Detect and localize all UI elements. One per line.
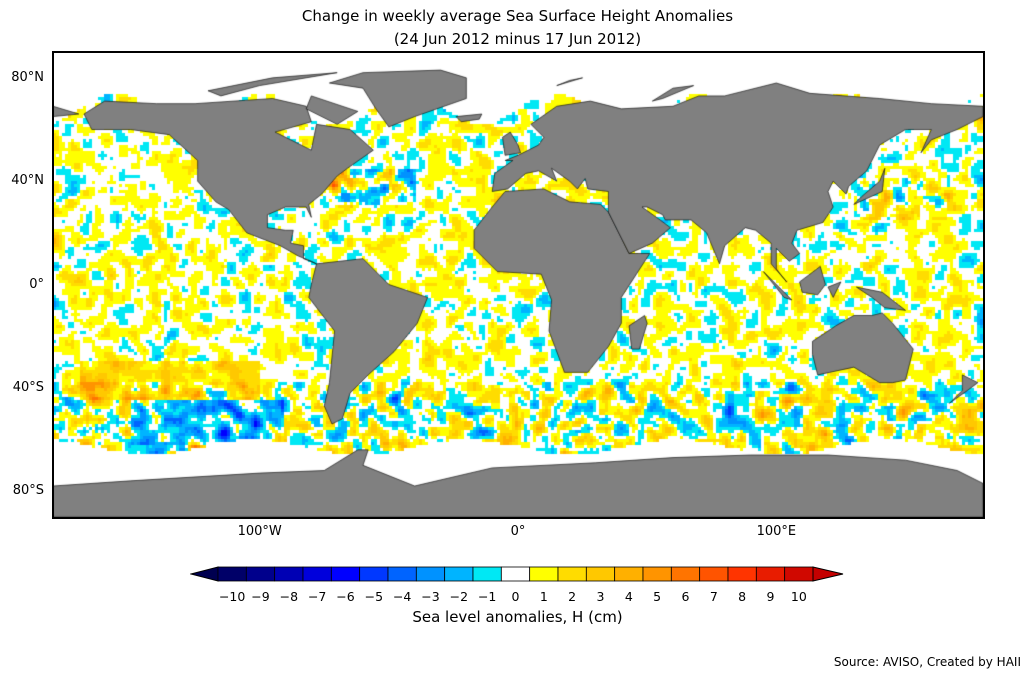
colorbar-over-arrow bbox=[812, 566, 844, 582]
colorbar-bin bbox=[359, 566, 389, 582]
chart-subtitle: (24 Jun 2012 minus 17 Jun 2012) bbox=[393, 30, 642, 48]
lat-tick-label: 0° bbox=[29, 276, 44, 292]
colorbar-tick-label: −2 bbox=[449, 589, 469, 604]
colorbar-tick-label: 7 bbox=[709, 589, 718, 604]
lon-tick-label: 100°E bbox=[756, 524, 797, 539]
lon-tick-label: 100°W bbox=[237, 524, 282, 539]
source-credit: Source: AVISO, Created by HAII bbox=[833, 655, 1021, 669]
lon-tick-label: 0° bbox=[510, 524, 526, 539]
colorbar-bin bbox=[387, 566, 417, 582]
colorbar-under-arrow bbox=[190, 566, 219, 582]
colorbar-bin bbox=[330, 566, 361, 582]
colorbar bbox=[190, 566, 844, 582]
colorbar-tick-label: −3 bbox=[421, 589, 440, 604]
colorbar-bin bbox=[755, 566, 786, 582]
chart-title: Change in weekly average Sea Surface Hei… bbox=[301, 7, 734, 25]
colorbar-tick-label: −7 bbox=[307, 589, 327, 604]
colorbar-bin bbox=[245, 566, 276, 582]
lat-tick-label: 80°S bbox=[12, 483, 44, 499]
colorbar-bin bbox=[444, 566, 474, 582]
colorbar-tick-label: −5 bbox=[364, 589, 384, 604]
colorbar-tick-label: −4 bbox=[392, 589, 412, 604]
colorbar-bin bbox=[614, 566, 644, 582]
colorbar-bin bbox=[500, 566, 531, 582]
colorbar-tick-label: 5 bbox=[653, 589, 662, 604]
colorbar-bin bbox=[274, 566, 304, 582]
colorbar-bin bbox=[642, 566, 672, 582]
colorbar-bin bbox=[784, 566, 814, 582]
colorbar-bin bbox=[727, 566, 757, 582]
lat-tick-label: 40°S bbox=[12, 379, 44, 395]
colorbar-tick-label: 8 bbox=[738, 589, 747, 604]
colorbar-bin bbox=[585, 566, 616, 582]
colorbar-tick-label: 2 bbox=[568, 589, 577, 604]
colorbar-label: Sea level anomalies, H (cm) bbox=[412, 608, 623, 626]
colorbar-tick-label: 1 bbox=[539, 589, 548, 604]
lat-tick-label: 80°N bbox=[11, 69, 44, 85]
colorbar-bin bbox=[557, 566, 587, 582]
colorbar-tick-label: −10 bbox=[218, 589, 246, 604]
colorbar-tick-label: 3 bbox=[596, 589, 605, 604]
colorbar-tick-label: 9 bbox=[766, 589, 775, 604]
colorbar-tick-label: 4 bbox=[624, 589, 633, 604]
colorbar-bin bbox=[415, 566, 446, 582]
colorbar-tick-label: 6 bbox=[681, 589, 690, 604]
colorbar-tick-label: −8 bbox=[279, 589, 299, 604]
colorbar-tick-label: −6 bbox=[336, 589, 355, 604]
colorbar-tick-label: −9 bbox=[251, 589, 270, 604]
sea-level-anomaly-map bbox=[53, 52, 983, 517]
colorbar-bin bbox=[529, 566, 559, 582]
colorbar-tick-label: −1 bbox=[477, 589, 497, 604]
colorbar-bin bbox=[472, 566, 502, 582]
lat-tick-label: 40°N bbox=[11, 173, 44, 189]
colorbar-tick-label: 0 bbox=[511, 589, 520, 604]
colorbar-bin bbox=[302, 566, 332, 582]
colorbar-bin bbox=[699, 566, 729, 582]
colorbar-bin bbox=[670, 566, 701, 582]
colorbar-tick-label: 10 bbox=[790, 589, 807, 604]
colorbar-bin bbox=[217, 566, 247, 582]
